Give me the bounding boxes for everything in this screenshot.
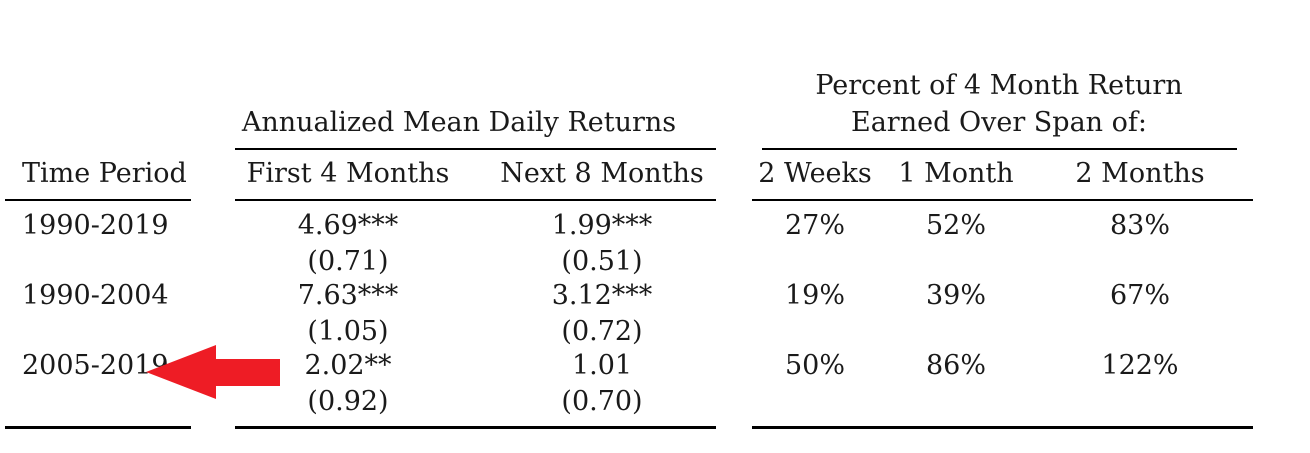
header-rule-time <box>5 199 191 201</box>
cell-next8: 3.12*** <box>551 280 653 311</box>
cell-1-month: 52% <box>925 210 987 241</box>
cell-2-weeks: 50% <box>784 350 846 381</box>
row-period: 2005-2019 <box>22 350 169 381</box>
cell-2-months: 122% <box>1101 350 1179 381</box>
cell-1-month: 39% <box>925 280 987 311</box>
header-rule-returns <box>235 199 716 201</box>
group2-title-line2: Earned Over Span of: <box>851 107 1147 138</box>
cell-first4: 7.63*** <box>297 280 399 311</box>
cell-first4: 4.69*** <box>297 210 399 241</box>
col-header-next-8-months: Next 8 Months <box>500 158 704 189</box>
cell-next8-se: (0.51) <box>561 246 643 277</box>
cell-first4-se: (0.92) <box>307 386 389 417</box>
col-header-2-weeks: 2 Weeks <box>758 158 872 189</box>
cell-next8-se: (0.72) <box>561 316 643 347</box>
col-header-1-month: 1 Month <box>898 158 1014 189</box>
cell-2-weeks: 27% <box>784 210 846 241</box>
col-header-first-4-months: First 4 Months <box>246 158 450 189</box>
row-period: 1990-2004 <box>22 280 169 311</box>
red-arrow-shape <box>146 345 280 399</box>
col-header-2-months: 2 Months <box>1075 158 1205 189</box>
col-header-time-period: Time Period <box>22 158 187 189</box>
cell-next8: 1.99*** <box>551 210 653 241</box>
cell-2-months: 67% <box>1109 280 1171 311</box>
cell-first4-se: (1.05) <box>307 316 389 347</box>
cell-first4: 2.02** <box>304 350 392 381</box>
bottom-rule-returns <box>235 426 716 429</box>
group1-title: Annualized Mean Daily Returns <box>241 107 677 138</box>
group2-title-line1: Percent of 4 Month Return <box>815 70 1183 101</box>
row-period: 1990-2019 <box>22 210 169 241</box>
cell-first4-se: (0.71) <box>307 246 389 277</box>
cell-next8: 1.01 <box>571 350 633 381</box>
bottom-rule-percent <box>752 426 1253 429</box>
group2-rule <box>762 148 1237 150</box>
group1-rule <box>235 148 716 150</box>
red-arrow-icon <box>146 345 280 399</box>
bottom-rule-time <box>5 426 191 429</box>
cell-2-weeks: 19% <box>784 280 846 311</box>
cell-next8-se: (0.70) <box>561 386 643 417</box>
cell-2-months: 83% <box>1109 210 1171 241</box>
header-rule-percent <box>752 199 1253 201</box>
cell-1-month: 86% <box>925 350 987 381</box>
